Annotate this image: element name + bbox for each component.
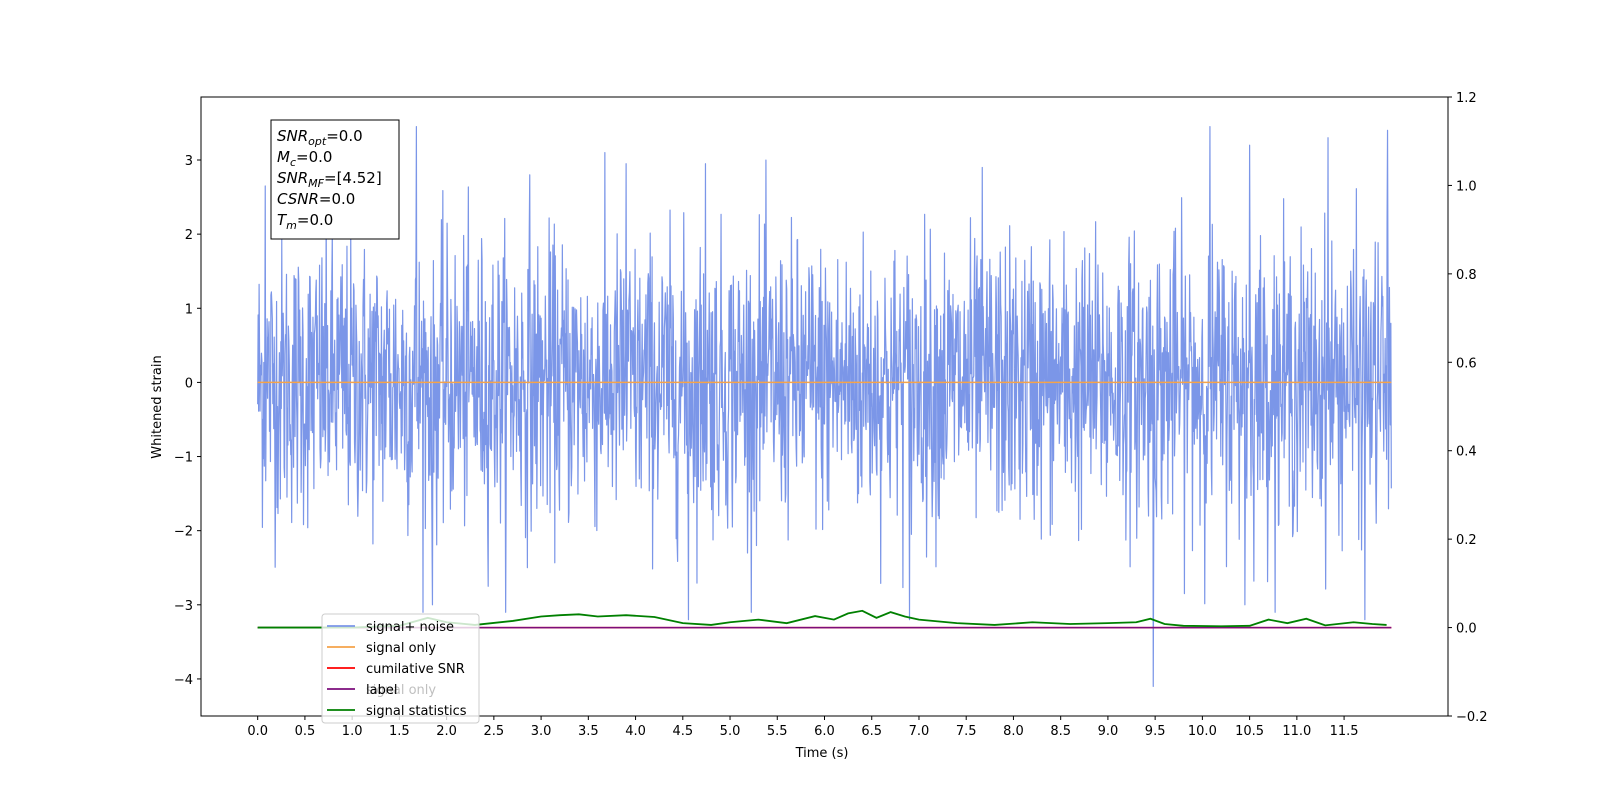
x-tick-label: 4.5 bbox=[672, 724, 693, 739]
series-signal-statistics bbox=[257, 609, 1387, 629]
x-tick-label: 7.0 bbox=[909, 724, 930, 739]
y2-tick-label: 0.4 bbox=[1456, 445, 1477, 460]
y-tick-label: −4 bbox=[174, 673, 193, 688]
y2-tick-label: 0.8 bbox=[1456, 268, 1477, 283]
x-tick-label: 4.0 bbox=[625, 724, 646, 739]
y2-tick-label: −0.2 bbox=[1456, 710, 1488, 725]
info-box-frame bbox=[270, 119, 400, 240]
x-tick-label: 7.5 bbox=[956, 724, 977, 739]
x-tick-label: 8.0 bbox=[1003, 724, 1024, 739]
x-tick-label: 5.0 bbox=[720, 724, 741, 739]
y2-tick-label: 1.2 bbox=[1456, 91, 1477, 106]
x-tick-label: 1.0 bbox=[342, 724, 363, 739]
y-tick-label: 0 bbox=[185, 376, 193, 391]
x-tick-label: 5.5 bbox=[767, 724, 788, 739]
legend-entry: label bbox=[366, 683, 397, 698]
x-tick-label: 1.5 bbox=[389, 724, 410, 739]
x-tick-label: 10.5 bbox=[1235, 724, 1264, 739]
info-line: SNRopt=0.0 bbox=[277, 127, 363, 148]
y2-tick-label: 0.2 bbox=[1456, 533, 1477, 548]
y2-tick-label: 0.0 bbox=[1456, 622, 1477, 637]
legend-entry: signal+ noise bbox=[366, 620, 454, 635]
legend-entry: signal statistics bbox=[366, 704, 467, 719]
x-tick-label: 11.0 bbox=[1282, 724, 1311, 739]
x-tick-label: 9.0 bbox=[1098, 724, 1119, 739]
series-signal-noise bbox=[257, 126, 1392, 687]
y-tick-label: 2 bbox=[185, 228, 193, 243]
x-tick-label: 0.0 bbox=[247, 724, 268, 739]
info-line: SNRMF=[4.52] bbox=[277, 169, 382, 190]
y-tick-label: −1 bbox=[174, 451, 193, 466]
series-layer bbox=[257, 126, 1392, 687]
info-line: Tm=0.0 bbox=[277, 211, 333, 232]
x-tick-label: 0.5 bbox=[295, 724, 316, 739]
y-axis-left: −4 −3 −2 −1 0 1 2 3 bbox=[174, 154, 201, 688]
y-tick-label: 1 bbox=[185, 302, 193, 317]
y2-tick-label: 1.0 bbox=[1456, 179, 1477, 194]
x-tick-label: 9.5 bbox=[1145, 724, 1166, 739]
x-tick-label: 3.0 bbox=[531, 724, 552, 739]
x-axis-label: Time (s) bbox=[795, 746, 849, 761]
x-tick-label: 2.5 bbox=[484, 724, 505, 739]
y-axis-label: Whitened strain bbox=[150, 355, 165, 458]
y-tick-label: −3 bbox=[174, 599, 193, 614]
x-tick-label: 3.5 bbox=[578, 724, 599, 739]
legend-entry: cumilative SNR bbox=[366, 662, 465, 677]
y-axis-right: −0.2 0.0 0.2 0.4 0.6 0.8 1.0 1.2 bbox=[1448, 91, 1488, 725]
legend-overlap-text: signal only bbox=[366, 683, 436, 698]
y2-tick-label: 0.6 bbox=[1456, 356, 1477, 371]
legend: signal only signal+ noise signal only cumil… bbox=[321, 613, 480, 724]
x-tick-label: 6.5 bbox=[861, 724, 882, 739]
legend-frame bbox=[321, 613, 480, 724]
info-line: CSNR=0.0 bbox=[277, 190, 355, 208]
x-tick-label: 2.0 bbox=[436, 724, 457, 739]
legend-entry: signal only bbox=[366, 641, 436, 656]
x-tick-label: 11.5 bbox=[1330, 724, 1359, 739]
x-axis: 0.0 0.5 1.0 1.5 2.0 2.5 3.0 3.5 4.0 4.5 5.0 5.5 6.0 6… bbox=[247, 716, 1359, 739]
info-line: Mc=0.0 bbox=[277, 148, 332, 169]
x-tick-label: 8.5 bbox=[1050, 724, 1071, 739]
y-tick-label: −2 bbox=[174, 525, 193, 540]
x-tick-label: 10.0 bbox=[1188, 724, 1217, 739]
y-tick-label: 3 bbox=[185, 154, 193, 169]
x-tick-label: 6.0 bbox=[814, 724, 835, 739]
